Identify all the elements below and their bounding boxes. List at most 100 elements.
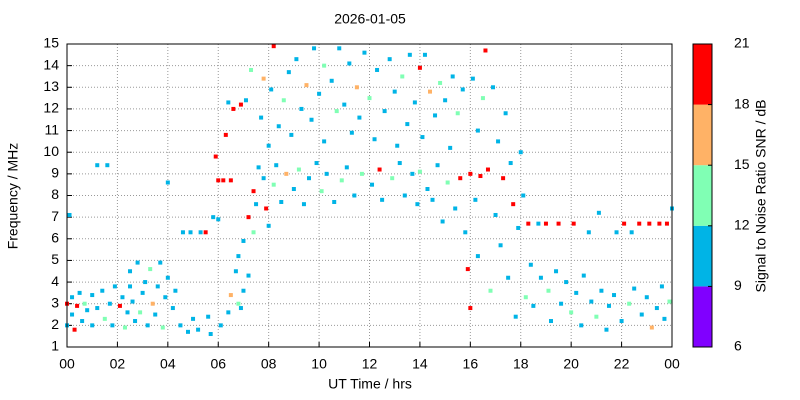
data-point: [498, 243, 503, 248]
data-point: [138, 310, 143, 315]
data-point: [122, 325, 127, 330]
data-point: [359, 171, 364, 176]
data-point: [417, 169, 422, 174]
data-point: [569, 310, 574, 315]
x-tick-label: 14: [412, 356, 428, 372]
data-point: [67, 212, 72, 217]
data-point: [614, 230, 619, 235]
data-point: [627, 301, 632, 306]
data-point: [390, 176, 395, 181]
data-point: [180, 230, 185, 235]
data-point: [178, 323, 183, 328]
data-point: [415, 202, 420, 207]
data-point: [475, 128, 480, 133]
data-point: [574, 290, 579, 295]
y-tick-label: 6: [51, 229, 59, 245]
data-point: [475, 254, 480, 259]
data-point: [246, 215, 251, 220]
data-point: [301, 202, 306, 207]
data-point: [170, 306, 175, 311]
data-point: [165, 275, 170, 280]
x-tick-label: 04: [160, 356, 176, 372]
data-point: [332, 199, 337, 204]
data-point: [281, 98, 286, 103]
y-tick-label: 2: [51, 316, 59, 332]
colorbar-segment: [693, 225, 712, 287]
data-point: [90, 293, 95, 298]
data-point: [228, 178, 233, 183]
data-point: [546, 288, 551, 293]
data-point: [140, 290, 145, 295]
data-point: [85, 308, 90, 313]
data-point: [450, 74, 455, 79]
data-point: [163, 295, 168, 300]
data-point: [528, 262, 533, 267]
data-point: [236, 301, 241, 306]
data-point: [455, 111, 460, 116]
data-point: [395, 143, 400, 148]
colorbar-tick-label: 6: [734, 338, 742, 354]
data-point: [639, 312, 644, 317]
data-point: [554, 269, 559, 274]
data-point: [380, 197, 385, 202]
x-tick-label: 18: [513, 356, 529, 372]
data-point: [473, 197, 478, 202]
data-point: [491, 85, 496, 90]
data-point: [148, 267, 153, 272]
data-point: [324, 171, 329, 176]
data-point: [410, 171, 415, 176]
data-point: [632, 286, 637, 291]
data-point: [581, 273, 586, 278]
data-point: [579, 323, 584, 328]
data-point: [198, 230, 203, 235]
data-point: [402, 193, 407, 198]
data-point: [269, 87, 274, 92]
data-point: [370, 182, 375, 187]
colorbar-tick-label: 9: [734, 277, 742, 293]
data-point: [362, 50, 367, 55]
data-point: [596, 210, 601, 215]
data-point: [266, 143, 271, 148]
y-tick-label: 10: [43, 143, 59, 159]
data-point: [612, 293, 617, 298]
data-point: [266, 223, 271, 228]
x-tick-label: 12: [362, 356, 378, 372]
chart-title: 2026-01-05: [334, 11, 406, 27]
data-point: [271, 44, 276, 49]
data-point: [526, 221, 531, 226]
data-point: [468, 306, 473, 311]
data-point: [77, 290, 82, 295]
data-point: [433, 113, 438, 118]
data-point: [213, 154, 218, 159]
data-point: [80, 319, 85, 324]
data-point: [448, 145, 453, 150]
x-tick-label: 06: [210, 356, 226, 372]
x-tick-label: 16: [463, 356, 479, 372]
data-point: [95, 306, 100, 311]
data-point: [143, 280, 148, 285]
x-tick-label: 22: [614, 356, 630, 372]
data-point: [286, 70, 291, 75]
data-point: [70, 312, 75, 317]
data-point: [231, 106, 236, 111]
data-point: [112, 284, 117, 289]
data-point: [513, 314, 518, 319]
x-tick-label: 10: [311, 356, 327, 372]
data-point: [440, 219, 445, 224]
data-point: [233, 269, 238, 274]
data-point: [438, 80, 443, 85]
data-point: [586, 230, 591, 235]
y-tick-label: 8: [51, 186, 59, 202]
colorbar-tick-label: 18: [734, 95, 750, 111]
data-point: [221, 178, 226, 183]
data-point: [90, 323, 95, 328]
data-point: [375, 67, 380, 72]
data-point: [264, 206, 269, 211]
data-point: [516, 225, 521, 230]
y-tick-label: 1: [51, 338, 59, 354]
data-point: [407, 52, 412, 57]
data-point: [294, 57, 299, 62]
y-tick-label: 12: [43, 100, 59, 116]
